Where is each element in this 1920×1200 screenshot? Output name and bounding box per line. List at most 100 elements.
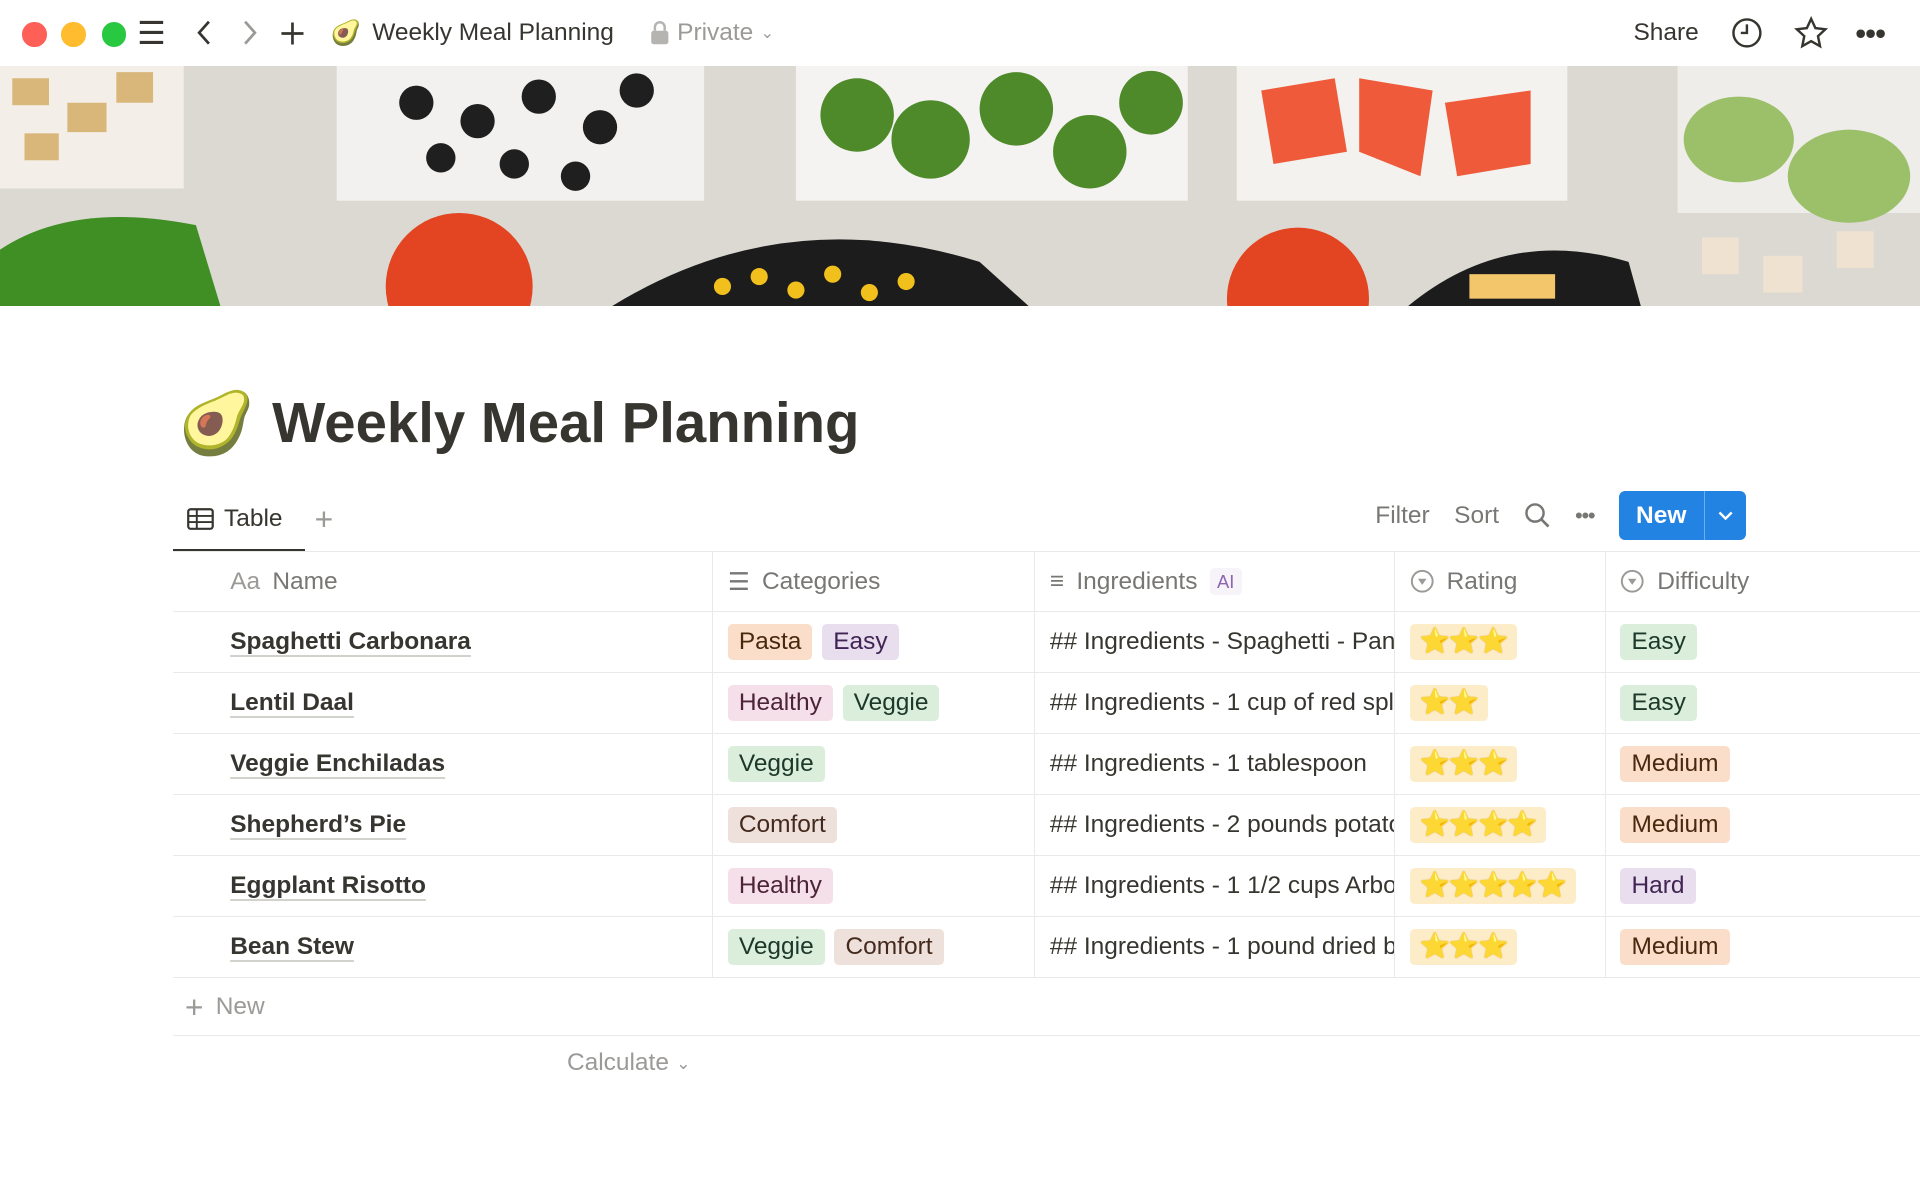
privacy-menu[interactable]: Private ⌄: [650, 0, 774, 66]
table-row: Lentil Daal Healthy Veggie ## Ingredients…: [172, 672, 1920, 734]
breadcrumb-page-title[interactable]: Weekly Meal Planning: [372, 19, 614, 47]
column-header-categories[interactable]: ☰ Categories: [712, 552, 1036, 613]
ingredients-text: ## Ingredients - Spaghetti - Pancetta: [1049, 628, 1395, 655]
ingredients-text: ## Ingredients - 1 1/2 cups Arborio: [1049, 872, 1395, 899]
view-toolbar: Table + Filter Sort ••• New: [172, 490, 1920, 553]
chevron-down-icon: ⌄: [760, 25, 774, 43]
ingredients-cell[interactable]: ## Ingredients - 1 tablespoon: [1034, 733, 1396, 795]
difficulty-cell[interactable]: Medium: [1605, 916, 1920, 978]
category-tag[interactable]: Easy: [822, 623, 899, 661]
categories-cell[interactable]: Veggie: [712, 733, 1036, 795]
difficulty-tag[interactable]: Easy: [1620, 623, 1697, 661]
minimize-window-button[interactable]: [61, 22, 86, 47]
category-tag[interactable]: Healthy: [727, 867, 833, 905]
name-cell[interactable]: Lentil Daal: [172, 672, 714, 734]
ingredients-text: ## Ingredients - 2 pounds potatoes: [1049, 811, 1395, 838]
categories-cell[interactable]: Healthy Veggie: [712, 672, 1036, 734]
category-tag[interactable]: Veggie: [842, 684, 940, 722]
new-button-label[interactable]: New: [1636, 501, 1687, 529]
difficulty-tag[interactable]: Medium: [1620, 806, 1730, 844]
difficulty-tag[interactable]: Easy: [1620, 684, 1697, 722]
ingredients-cell[interactable]: ## Ingredients - 1 1/2 cups Arborio: [1034, 855, 1396, 917]
rating-cell[interactable]: ⭐⭐⭐: [1394, 916, 1606, 978]
difficulty-cell[interactable]: Hard: [1605, 855, 1920, 917]
menu-icon[interactable]: ☰: [137, 15, 166, 52]
rating-tag[interactable]: ⭐⭐⭐: [1409, 745, 1518, 783]
ingredients-cell[interactable]: ## Ingredients - Spaghetti - Pancetta: [1034, 611, 1396, 673]
history-clock-icon[interactable]: [1731, 0, 1763, 66]
category-tag[interactable]: Comfort: [727, 806, 837, 844]
recipe-name-link[interactable]: Lentil Daal: [230, 689, 354, 716]
column-header-difficulty[interactable]: Difficulty: [1605, 552, 1920, 613]
name-cell[interactable]: Shepherd’s Pie: [172, 794, 714, 856]
categories-cell[interactable]: Veggie Comfort: [712, 916, 1036, 978]
column-header-rating[interactable]: Rating: [1394, 552, 1606, 613]
categories-cell[interactable]: Comfort: [712, 794, 1036, 856]
category-tag[interactable]: Veggie: [727, 928, 825, 966]
rating-tag[interactable]: ⭐⭐⭐⭐: [1409, 806, 1547, 844]
recipe-name-link[interactable]: Spaghetti Carbonara: [230, 628, 471, 655]
calculate-button[interactable]: Calculate ⌄: [567, 1049, 691, 1077]
text-lines-icon: ≡: [1049, 567, 1065, 595]
rating-cell[interactable]: ⭐⭐: [1394, 672, 1606, 734]
ingredients-cell[interactable]: ## Ingredients - 1 cup of red split lent…: [1034, 672, 1396, 734]
rating-cell[interactable]: ⭐⭐⭐⭐: [1394, 794, 1606, 856]
difficulty-cell[interactable]: Medium: [1605, 794, 1920, 856]
more-options-icon[interactable]: •••: [1855, 14, 1886, 51]
category-tag[interactable]: Healthy: [727, 684, 833, 722]
favorite-star-icon[interactable]: [1793, 0, 1829, 66]
maximize-window-button[interactable]: [101, 22, 127, 47]
difficulty-cell[interactable]: Medium: [1605, 733, 1920, 795]
view-more-icon[interactable]: •••: [1574, 502, 1596, 528]
new-page-button[interactable]: [279, 0, 306, 66]
name-cell[interactable]: Spaghetti Carbonara: [172, 611, 714, 673]
categories-cell[interactable]: Healthy: [712, 855, 1036, 917]
ingredients-cell[interactable]: ## Ingredients - 2 pounds potatoes: [1034, 794, 1396, 856]
header-label: Ingredients: [1076, 567, 1198, 595]
category-tag[interactable]: Pasta: [727, 623, 813, 661]
name-cell[interactable]: Veggie Enchiladas: [172, 733, 714, 795]
back-button[interactable]: [193, 0, 215, 66]
new-dropdown-chevron-icon[interactable]: [1703, 491, 1747, 540]
rating-cell[interactable]: ⭐⭐⭐⭐⭐: [1394, 855, 1606, 917]
difficulty-cell[interactable]: Easy: [1605, 611, 1920, 673]
recipe-name-link[interactable]: Veggie Enchiladas: [230, 750, 446, 777]
filter-button[interactable]: Filter: [1375, 501, 1430, 529]
new-record-button[interactable]: New: [1618, 491, 1747, 540]
name-cell[interactable]: Bean Stew: [172, 916, 714, 978]
sort-button[interactable]: Sort: [1454, 501, 1500, 529]
ai-badge: AI: [1209, 568, 1242, 596]
table-row: Shepherd’s Pie Comfort ## Ingredients - …: [172, 794, 1920, 856]
category-tag[interactable]: Veggie: [727, 745, 825, 783]
rating-tag[interactable]: ⭐⭐⭐⭐⭐: [1409, 867, 1576, 905]
recipe-name-link[interactable]: Eggplant Risotto: [230, 872, 426, 899]
close-window-button[interactable]: [22, 22, 47, 47]
add-view-plus-icon[interactable]: +: [314, 500, 334, 537]
categories-cell[interactable]: Pasta Easy: [712, 611, 1036, 673]
tab-table[interactable]: Table: [172, 490, 305, 552]
difficulty-tag[interactable]: Medium: [1620, 928, 1730, 966]
ingredients-cell[interactable]: ## Ingredients - 1 pound dried beans: [1034, 916, 1396, 978]
search-icon[interactable]: [1524, 502, 1551, 529]
page-icon-avocado[interactable]: 🥑: [178, 388, 255, 457]
forward-button[interactable]: [239, 0, 261, 66]
column-header-ingredients[interactable]: ≡ Ingredients AI: [1034, 552, 1396, 613]
difficulty-tag[interactable]: Hard: [1620, 867, 1696, 905]
difficulty-cell[interactable]: Easy: [1605, 672, 1920, 734]
add-new-row-button[interactable]: + New: [172, 980, 1920, 1036]
recipe-name-link[interactable]: Bean Stew: [230, 933, 354, 960]
name-cell[interactable]: Eggplant Risotto: [172, 855, 714, 917]
share-button[interactable]: Share: [1633, 19, 1699, 47]
difficulty-tag[interactable]: Medium: [1620, 745, 1730, 783]
recipe-name-link[interactable]: Shepherd’s Pie: [230, 811, 407, 838]
rating-tag[interactable]: ⭐⭐⭐: [1409, 623, 1518, 661]
page-title[interactable]: Weekly Meal Planning: [272, 391, 860, 455]
rating-cell[interactable]: ⭐⭐⭐: [1394, 733, 1606, 795]
rating-cell[interactable]: ⭐⭐⭐: [1394, 611, 1606, 673]
rating-tag[interactable]: ⭐⭐⭐: [1409, 928, 1518, 966]
rating-tag[interactable]: ⭐⭐: [1409, 684, 1488, 722]
meal-table: Aa Name ☰ Categories ≡ Ingredients AI Rating…: [172, 552, 1920, 978]
column-header-name[interactable]: Aa Name: [172, 552, 714, 613]
calculate-label: Calculate: [566, 1049, 669, 1077]
category-tag[interactable]: Comfort: [834, 928, 944, 966]
